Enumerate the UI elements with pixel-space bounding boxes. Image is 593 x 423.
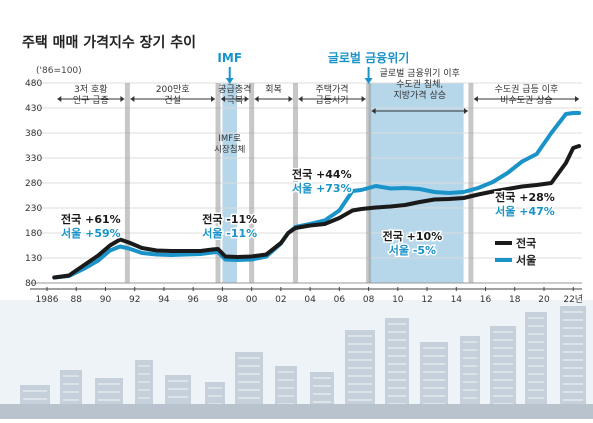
y-tick-label: 280 — [25, 179, 42, 189]
y-tick-label: 380 — [25, 129, 42, 139]
period-label: 수도권 침체, — [396, 78, 443, 90]
y-tick-label: 80 — [25, 279, 37, 289]
y-tick-label: 180 — [25, 229, 42, 239]
change-annotation: 전국 +10% — [383, 229, 443, 243]
y-tick-label: 230 — [25, 204, 42, 214]
period-arrow-left — [130, 96, 135, 102]
legend-label: 서울 — [516, 253, 536, 267]
period-arrow-right — [120, 96, 125, 102]
period-label: 인구 급증 — [73, 95, 109, 106]
x-tick-label: 92 — [129, 295, 140, 305]
period-arrow-left — [473, 96, 478, 102]
imf-note: 시장침체 — [214, 144, 245, 155]
change-annotation: 전국 -11% — [202, 212, 257, 226]
period-arrow-right — [361, 96, 366, 102]
y-axis-unit: ('86=100) — [36, 66, 82, 76]
building — [560, 306, 586, 419]
x-tick-label: 12 — [421, 295, 432, 305]
x-tick-label: 02 — [275, 295, 286, 305]
change-annotation: 전국 +44% — [292, 167, 352, 181]
x-tick-label: 88 — [71, 295, 83, 305]
x-tick-label: 16 — [480, 295, 492, 305]
building — [385, 318, 409, 419]
period-label: 지방가격 상승 — [393, 89, 446, 101]
legend-label: 전국 — [516, 236, 536, 250]
x-tick-label: 06 — [334, 295, 346, 305]
period-arrow-right — [244, 96, 249, 102]
event-arrow-head — [225, 78, 234, 84]
period-label: 수도권 급등 이후 — [495, 83, 559, 95]
x-tick-label: 14 — [451, 295, 463, 305]
x-tick-label: 90 — [100, 295, 112, 305]
change-annotation: 전국 +61% — [61, 212, 121, 226]
change-annotation: 서울 +73% — [292, 181, 352, 195]
x-tick-label: 20 — [538, 295, 550, 305]
event-label: 글로벌 금융위기 — [328, 50, 409, 65]
event-arrow-head — [364, 78, 373, 84]
period-label: 극복 — [227, 95, 244, 106]
period-arrow-left — [298, 96, 303, 102]
period-arrow-right — [463, 108, 468, 114]
period-arrow-right — [575, 96, 579, 102]
x-tick-label: 96 — [187, 295, 199, 305]
period-arrow-right — [288, 96, 293, 102]
y-tick-label: 480 — [25, 79, 42, 89]
x-tick-label: 10 — [392, 295, 404, 305]
y-tick-label: 430 — [25, 104, 42, 114]
x-tick-label: 04 — [304, 295, 316, 305]
series-line-전국 — [52, 144, 582, 280]
chart-title: 주택 매매 가격지수 장기 추이 — [22, 34, 196, 51]
period-arrow-left — [254, 96, 259, 102]
period-label: 200만호 — [156, 84, 190, 95]
period-label: 주택가격 — [315, 83, 348, 95]
x-tick-label: 18 — [509, 295, 521, 305]
x-tick-label: 98 — [217, 295, 229, 305]
change-annotation: 서울 +47% — [495, 204, 555, 218]
period-arrow-left — [371, 108, 376, 114]
period-arrow-left — [221, 96, 226, 102]
change-annotation: 서울 -11% — [202, 226, 257, 240]
y-tick-label: 130 — [25, 254, 42, 264]
ground — [0, 404, 593, 419]
x-tick-label: 00 — [246, 295, 258, 305]
city-skyline-illustration — [0, 300, 593, 419]
change-annotation: 서울 -5% — [389, 243, 436, 257]
change-annotation: 서울 +59% — [61, 226, 121, 240]
change-annotation: 전국 +28% — [495, 190, 555, 204]
event-label: IMF — [217, 51, 242, 65]
period-label: 급등시기 — [315, 95, 348, 106]
period-label: 글로벌 금융위기 이후 — [380, 68, 460, 79]
period-label: 3저 호황 — [74, 84, 107, 95]
x-tick-label: 94 — [158, 295, 170, 305]
period-label: 회복 — [265, 84, 282, 95]
period-label: 건설 — [164, 95, 181, 106]
x-tick-label: 08 — [363, 295, 375, 305]
period-label: 비수도권 상승 — [500, 94, 553, 106]
period-arrow-right — [211, 96, 216, 102]
x-tick-label: 1986 — [36, 295, 59, 305]
y-tick-label: 330 — [25, 154, 42, 164]
imf-note: IMF로 — [218, 134, 241, 144]
x-tick-label: 22년 — [563, 294, 583, 305]
period-label: 공급충격 — [218, 83, 251, 95]
period-arrow-left — [57, 96, 62, 102]
